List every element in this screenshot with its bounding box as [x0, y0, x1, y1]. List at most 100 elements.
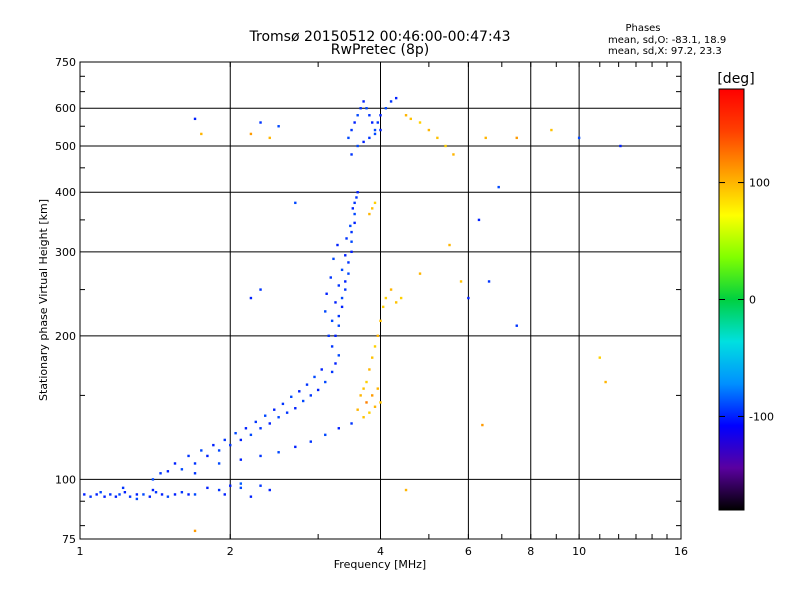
data-point — [344, 288, 347, 291]
data-point — [373, 132, 377, 136]
data-point — [121, 486, 125, 490]
data-point — [277, 125, 280, 128]
data-point — [259, 121, 262, 124]
data-point — [212, 443, 215, 447]
data-point — [223, 438, 226, 442]
data-point — [368, 136, 371, 140]
data-point — [114, 495, 118, 498]
data-point — [379, 128, 382, 132]
data-point — [359, 394, 362, 397]
data-point — [359, 107, 362, 110]
data-point — [268, 422, 271, 425]
data-point — [334, 334, 337, 338]
data-point — [217, 488, 221, 492]
data-point — [350, 153, 353, 156]
data-point — [356, 144, 359, 148]
data-point — [305, 383, 309, 386]
data-point — [484, 136, 487, 140]
data-point — [173, 462, 177, 465]
data-point — [151, 478, 155, 481]
y-tick-label: 500 — [55, 140, 76, 153]
data-point — [337, 314, 341, 318]
data-point — [550, 128, 553, 132]
data-point — [294, 445, 297, 449]
data-point — [277, 451, 280, 454]
data-point — [340, 268, 344, 272]
data-point — [362, 416, 365, 419]
data-point — [268, 136, 271, 140]
data-point — [373, 345, 377, 348]
data-point — [347, 136, 350, 140]
data-point — [487, 280, 491, 283]
data-point — [187, 454, 190, 458]
data-point — [577, 136, 581, 140]
data-point — [353, 201, 356, 205]
colorbar-tick-label: -100 — [749, 410, 774, 423]
data-point — [349, 224, 352, 228]
data-point — [350, 230, 353, 234]
data-point — [180, 468, 184, 471]
data-point — [249, 296, 253, 300]
data-point — [109, 493, 112, 496]
data-point — [309, 440, 312, 443]
data-point — [371, 121, 374, 124]
data-point — [336, 243, 339, 247]
data-point — [399, 296, 403, 300]
x-tick-label: 16 — [674, 545, 688, 558]
data-point — [337, 354, 341, 357]
data-point — [294, 407, 297, 410]
data-point — [244, 427, 248, 430]
data-point — [135, 493, 139, 496]
data-point — [273, 408, 276, 411]
data-point — [229, 443, 232, 447]
data-point — [259, 427, 262, 430]
data-point — [418, 272, 422, 275]
data-point — [389, 288, 393, 291]
x-ticks: 1 2 4 6 8 10 16 — [77, 62, 688, 558]
y-tick-label: 75 — [62, 533, 76, 546]
data-point — [334, 301, 337, 304]
data-point — [347, 272, 350, 275]
data-point — [394, 96, 398, 100]
data-point — [159, 472, 162, 475]
data-point — [394, 301, 398, 304]
data-point — [330, 319, 334, 323]
data-points — [83, 96, 622, 533]
data-point — [598, 356, 601, 359]
data-point — [217, 462, 221, 465]
data-point — [193, 117, 197, 121]
data-point — [249, 132, 253, 136]
x-tick-label: 2 — [227, 545, 234, 558]
data-point — [103, 495, 106, 498]
data-point — [128, 495, 132, 498]
data-point — [353, 221, 356, 225]
data-point — [118, 493, 121, 496]
y-ticks: 75 100 200 300 400 500 600 750 — [55, 56, 681, 546]
data-point — [316, 388, 320, 392]
data-point — [234, 431, 237, 435]
data-point — [350, 128, 353, 132]
data-point — [142, 493, 145, 496]
data-point — [384, 296, 388, 300]
data-point — [83, 493, 86, 496]
data-point — [290, 395, 293, 398]
data-point — [259, 454, 262, 458]
data-point — [301, 399, 305, 403]
colorbar-ticks: 100 0 -100 — [719, 177, 774, 423]
data-point — [180, 491, 184, 494]
data-point — [193, 472, 197, 475]
data-point — [135, 497, 139, 501]
data-point — [345, 237, 348, 240]
data-point — [239, 486, 243, 490]
data-point — [371, 394, 374, 397]
data-point — [376, 121, 379, 124]
data-point — [340, 305, 344, 309]
data-point — [249, 495, 253, 498]
data-point — [337, 427, 341, 430]
data-point — [173, 493, 177, 496]
chart-subtitle: RwPretec (8p) — [331, 42, 429, 58]
data-point — [200, 449, 203, 452]
data-point — [477, 218, 481, 222]
data-point — [368, 114, 371, 117]
data-point — [379, 319, 382, 323]
